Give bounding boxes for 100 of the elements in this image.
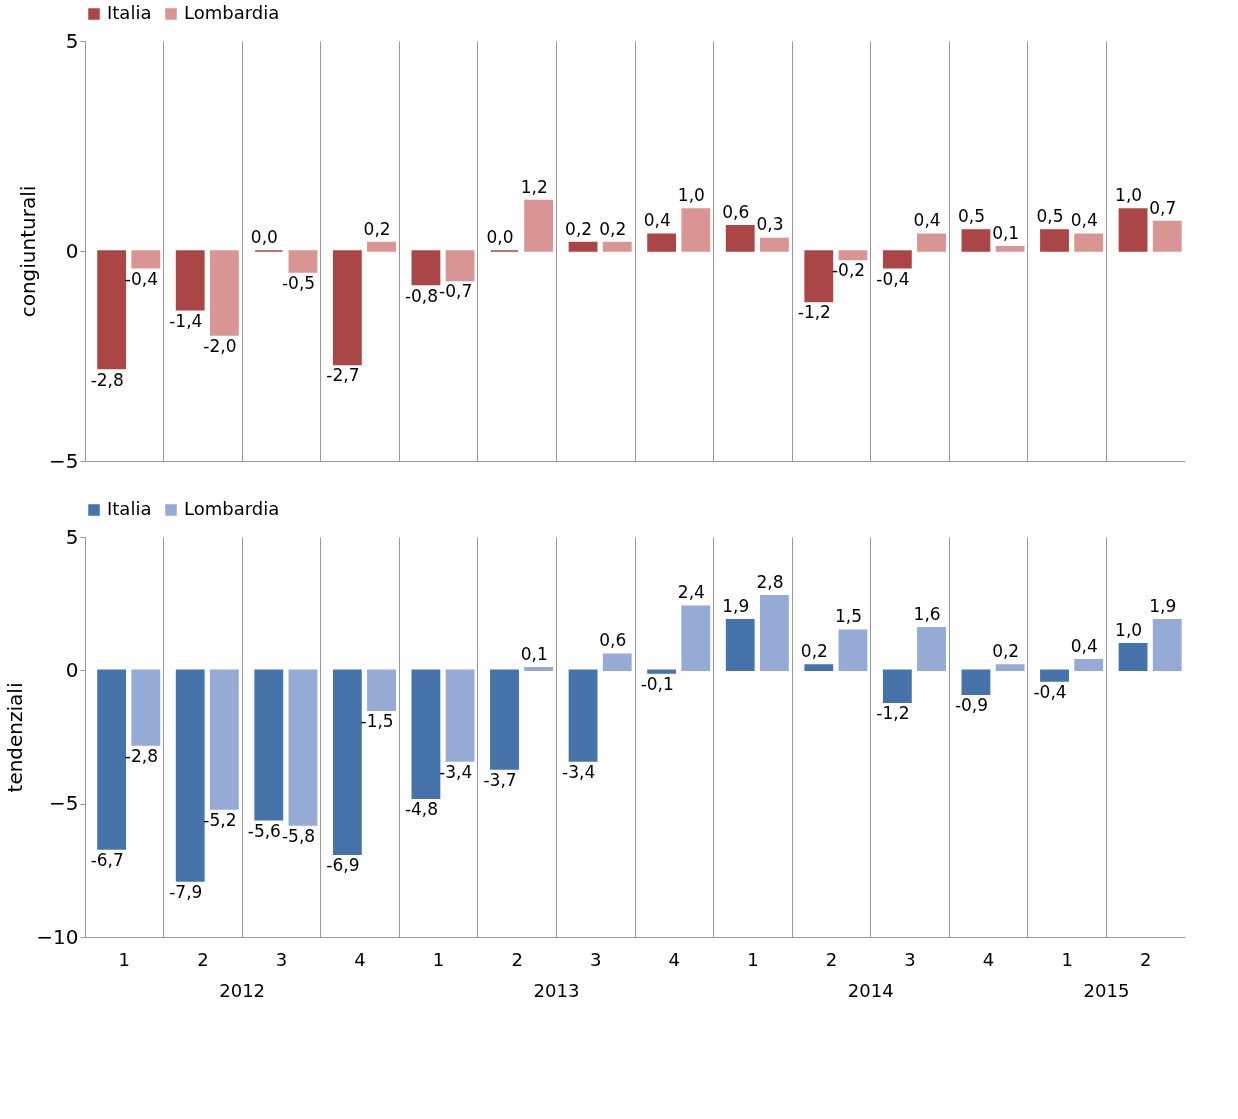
x-tick-label: 4 xyxy=(668,948,681,970)
bar xyxy=(725,225,755,252)
data-label: 1,0 xyxy=(1115,185,1143,205)
data-label: 0,1 xyxy=(992,222,1020,243)
legend-label: Lombardia xyxy=(184,498,280,519)
data-label: 0,5 xyxy=(1036,206,1064,226)
bar xyxy=(131,669,161,746)
bar xyxy=(97,669,127,850)
data-label: 1,0 xyxy=(677,185,705,205)
bar xyxy=(1152,220,1182,252)
bar xyxy=(1074,233,1104,252)
x-tick-label: 3 xyxy=(904,948,916,970)
data-label: 0,2 xyxy=(565,218,593,239)
data-label: -1,2 xyxy=(797,302,831,323)
x-tick-label: 1 xyxy=(432,948,445,970)
bar xyxy=(490,669,519,770)
data-label: 1,5 xyxy=(834,606,863,627)
bar xyxy=(524,199,554,252)
bar xyxy=(209,250,239,336)
data-label: -2,7 xyxy=(326,365,360,386)
data-label: -0,1 xyxy=(640,674,674,694)
data-label: 0,4 xyxy=(913,210,941,231)
bar xyxy=(995,246,1025,252)
bar xyxy=(961,229,991,252)
bar xyxy=(445,250,475,282)
bar xyxy=(209,669,239,810)
data-label: -3,7 xyxy=(483,770,517,790)
y-tick-label: −10 xyxy=(36,924,79,949)
data-label: -3,4 xyxy=(562,762,596,782)
bar xyxy=(1118,642,1148,672)
data-label: 1,6 xyxy=(913,603,941,624)
bar xyxy=(838,250,868,261)
data-label: 0,4 xyxy=(1070,635,1098,656)
data-label: -4,8 xyxy=(404,799,439,820)
bar xyxy=(804,664,834,672)
bar xyxy=(759,237,789,252)
bar xyxy=(759,594,789,672)
bar xyxy=(288,669,318,826)
bar xyxy=(254,669,284,821)
bar xyxy=(602,241,632,252)
y-tick-label: −5 xyxy=(49,448,79,473)
data-label: 0,6 xyxy=(599,630,627,651)
data-label: 0,2 xyxy=(599,218,627,239)
data-label: -0,4 xyxy=(1033,682,1067,702)
bar xyxy=(804,250,834,303)
legend-label: Lombardia xyxy=(184,2,280,23)
data-label: 0,1 xyxy=(520,643,548,664)
data-label: 0,2 xyxy=(363,218,391,239)
data-label: -0,4 xyxy=(876,268,910,289)
data-label: 0,4 xyxy=(643,210,671,231)
data-label: 0,7 xyxy=(1149,197,1177,218)
bar xyxy=(647,233,677,252)
data-label: 1,0 xyxy=(1115,619,1143,640)
bar xyxy=(367,241,396,252)
x-tick-label: 1 xyxy=(118,948,131,970)
bar xyxy=(1040,669,1069,682)
y-tick-label: 5 xyxy=(65,524,79,549)
x-tick-label: 3 xyxy=(589,948,602,970)
data-label: -5,2 xyxy=(203,810,237,830)
data-label: -2,0 xyxy=(203,336,237,356)
y-axis-title: tendenziali xyxy=(3,682,28,793)
data-label: 0,5 xyxy=(957,206,986,226)
data-label: -5,8 xyxy=(281,826,316,846)
legend-label: Italia xyxy=(107,2,152,23)
data-label: -0,7 xyxy=(439,281,473,302)
x-tick-label: 2 xyxy=(1139,948,1152,970)
x-tick-label: 3 xyxy=(275,948,288,970)
bar xyxy=(445,669,475,762)
bar xyxy=(681,208,711,252)
text: 2015 xyxy=(1083,980,1130,1001)
data-label: 1,9 xyxy=(722,595,750,616)
bar xyxy=(725,618,755,672)
data-label: -6,7 xyxy=(90,850,124,870)
y-tick-label: 0 xyxy=(65,657,79,682)
legend-label: Italia xyxy=(107,498,152,519)
bar xyxy=(1040,229,1069,252)
bar xyxy=(882,250,912,269)
bar xyxy=(332,669,362,856)
data-label: 0,2 xyxy=(800,641,828,661)
data-label: -1,4 xyxy=(169,310,203,331)
text: 2013 xyxy=(533,980,580,1001)
bar xyxy=(1152,618,1182,672)
data-label: 1,2 xyxy=(520,176,548,197)
y-axis-title: congiunturali xyxy=(16,185,41,318)
text: 2014 xyxy=(847,980,894,1001)
data-label: -0,5 xyxy=(281,273,316,293)
bar xyxy=(917,233,946,252)
bar xyxy=(411,250,441,286)
bar xyxy=(175,250,205,311)
bar xyxy=(568,241,598,252)
x-tick-label: 4 xyxy=(354,948,366,970)
y-tick-label: 0 xyxy=(65,238,79,263)
bar xyxy=(332,250,362,366)
data-label: -0,8 xyxy=(404,285,439,306)
bar xyxy=(917,626,946,672)
bar xyxy=(1118,208,1148,252)
bar xyxy=(602,653,632,672)
data-label: -6,9 xyxy=(326,855,360,876)
bar xyxy=(568,669,598,762)
bar xyxy=(882,669,912,704)
